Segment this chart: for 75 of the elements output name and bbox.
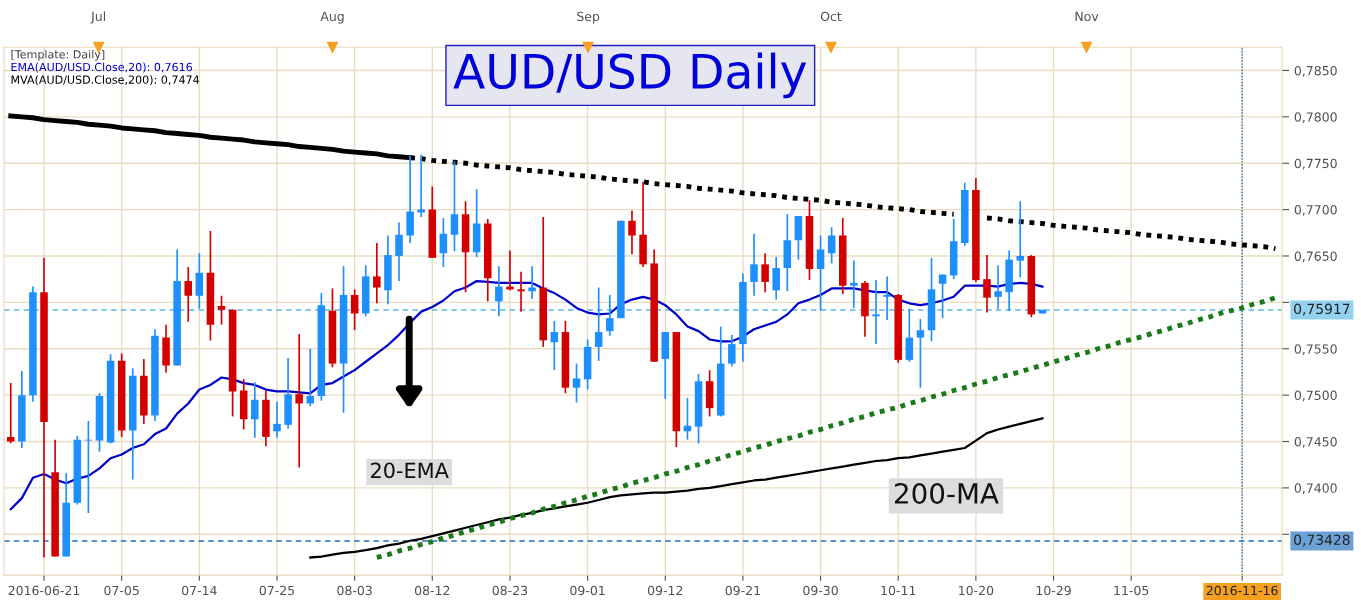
- x-tick-label: 07-05: [104, 585, 139, 596]
- candlestick: [251, 381, 259, 439]
- text: Sep: [577, 11, 600, 24]
- text: Nov: [1075, 11, 1099, 22]
- x-tick-label: 09-12: [647, 585, 683, 596]
- chart-title: AUD/USD Daily: [453, 52, 807, 99]
- y-tick-label: 0,7700: [1294, 205, 1337, 216]
- candlestick: [395, 221, 403, 282]
- x-tick-label: 08-03: [337, 585, 372, 596]
- y-tick-label: 0,7750: [1294, 158, 1337, 170]
- candlestick: [306, 347, 315, 408]
- x-tick-label: 09-01: [570, 585, 605, 596]
- annotation: 200-MA: [894, 482, 999, 504]
- x-tick-label: 10-11: [881, 585, 916, 596]
- candlestick: [450, 160, 459, 253]
- x-tick-label: 07-14: [181, 585, 217, 596]
- candlestick: [983, 254, 991, 314]
- y-tick-label: 0,7450: [1294, 436, 1337, 448]
- candlestick: [872, 279, 880, 345]
- candlestick: [750, 232, 758, 297]
- annotation: 20-EMA: [371, 462, 449, 479]
- candlestick: [772, 256, 780, 301]
- text: MVA(AUD/USD.Close,200): 0,7474: [11, 75, 200, 86]
- y-tick-label: 0,7550: [1294, 344, 1337, 355]
- candlestick: [350, 288, 359, 332]
- text: Oct: [820, 11, 842, 22]
- x-tick-label: 07-25: [259, 585, 295, 596]
- text: Aug: [320, 11, 344, 24]
- candlestick: [628, 209, 636, 255]
- candlestick: [816, 234, 825, 312]
- candlestick: [439, 217, 448, 268]
- x-tick-label: 08-23: [492, 585, 528, 596]
- x-tick-label: 09-21: [725, 585, 760, 596]
- x-tick-label: 09-30: [803, 585, 838, 596]
- candlestick: [606, 294, 614, 337]
- y-tick-label: 0,7850: [1294, 65, 1337, 77]
- candlestick: [195, 252, 204, 310]
- ref-line-label: 0,75917: [1294, 303, 1350, 316]
- candlestick: [572, 362, 581, 404]
- line-series: [9, 279, 1044, 511]
- candlestick: [6, 382, 15, 445]
- y-tick-label: 0,7400: [1294, 483, 1337, 495]
- candlestick: [938, 273, 947, 319]
- ref-line-label: 0,73428: [1294, 534, 1350, 547]
- x-tick-label: 08-12: [414, 585, 450, 596]
- x-tick-label: 2016-06-21: [8, 585, 80, 596]
- candlestick: [916, 318, 925, 389]
- candlestick: [184, 266, 193, 323]
- candlestick: [295, 333, 303, 469]
- x-tick-label: 2016-11-16: [1206, 585, 1278, 596]
- candlestick: [273, 400, 281, 439]
- candlestick: [373, 242, 381, 305]
- x-tick-label: 10-29: [1036, 585, 1071, 596]
- text: EMA(AUD/USD.Close,20): 0,7616: [11, 62, 193, 73]
- candlestick: [517, 270, 525, 313]
- y-tick-label: 0,7500: [1294, 390, 1337, 402]
- candlestick: [495, 265, 503, 318]
- y-tick-label: 0,7650: [1294, 251, 1337, 263]
- candlestick: [1016, 200, 1025, 279]
- line-series: [309, 417, 1044, 559]
- candlestick: [761, 252, 769, 293]
- candlestick: [994, 264, 1002, 310]
- x-tick-label: 11-05: [1114, 585, 1149, 596]
- x-tick-label: 10-20: [959, 585, 994, 596]
- candlestick: [883, 275, 891, 321]
- candlestick: [550, 320, 559, 371]
- candlestick: [728, 334, 736, 368]
- legend-title: [Template: Daily]: [11, 49, 105, 61]
- text: Jul: [90, 11, 106, 24]
- y-tick-label: 0,7800: [1294, 112, 1337, 124]
- candlestick: [217, 295, 226, 326]
- candlestick: [850, 259, 858, 309]
- candlestick: [905, 308, 914, 363]
- candlestick: [84, 420, 93, 514]
- candlestick: [594, 286, 603, 362]
